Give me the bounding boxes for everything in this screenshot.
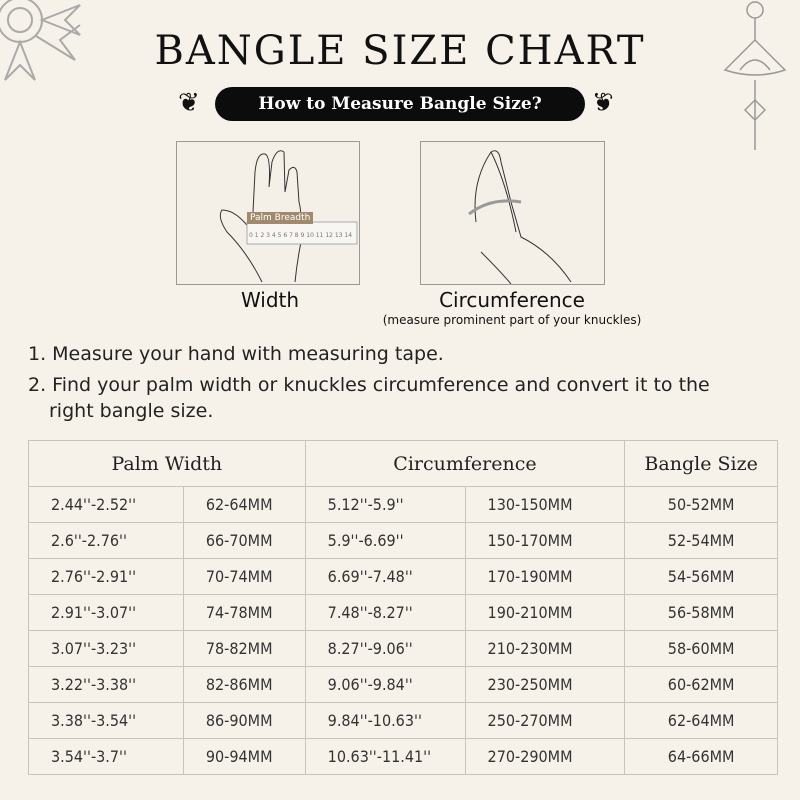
palm-width-mm-cell: 86-90MM [182, 702, 306, 739]
step-2: 2. Find your palm width or knuckles circ… [28, 374, 710, 396]
lotus-moon-decoration-icon [723, 1, 787, 150]
palm-width-inches-cell: 2.91''-3.07'' [28, 594, 184, 631]
table-row: 3.54''-3.7'' 90-94MM 10.63''-11.41'' 270-29… [28, 738, 778, 775]
size-table: Palm Width Circumference Bangle Size 2.4… [28, 440, 778, 775]
circumference-note: (measure prominent part of your knuckles… [382, 313, 642, 327]
step-2-continued: right bangle size. [49, 400, 214, 422]
bangle-size-cell: 62-64MM [624, 702, 778, 739]
circumference-inches-cell: 9.84''-10.63'' [304, 702, 466, 739]
subtitle-banner: How to Measure Bangle Size? [215, 87, 585, 121]
circumference-mm-cell: 150-170MM [464, 522, 626, 559]
circumference-inches-cell: 7.48''-8.27'' [304, 594, 466, 631]
palm-width-inches-cell: 2.6''-2.76'' [28, 522, 184, 559]
bangle-size-cell: 58-60MM [624, 630, 778, 667]
circumference-mm-cell: 230-250MM [464, 666, 626, 703]
circumference-illustration [420, 141, 605, 285]
palm-width-inches-cell: 3.38''-3.54'' [28, 702, 184, 739]
circumference-mm-cell: 130-150MM [464, 486, 626, 523]
table-row: 2.76''-2.91'' 70-74MM 6.69''-7.48'' 170-190… [28, 558, 778, 595]
palm-width-mm-cell: 70-74MM [182, 558, 306, 595]
left-ornament-icon: ❦ [178, 88, 200, 118]
bangle-size-cell: 56-58MM [624, 594, 778, 631]
table-row: 2.91''-3.07'' 74-78MM 7.48''-8.27'' 190-210… [28, 594, 778, 631]
circumference-mm-cell: 170-190MM [464, 558, 626, 595]
right-ornament-icon: ❦ [592, 88, 614, 118]
circumference-inches-cell: 5.12''-5.9'' [304, 486, 466, 523]
bangle-size-cell: 50-52MM [624, 486, 778, 523]
circumference-mm-cell: 210-230MM [464, 630, 626, 667]
circumference-mm-cell: 270-290MM [464, 738, 626, 775]
circumference-inches-cell: 6.69''-7.48'' [304, 558, 466, 595]
table-row: 3.22''-3.38'' 82-86MM 9.06''-9.84'' 230-250… [28, 666, 778, 703]
circumference-inches-cell: 5.9''-6.69'' [304, 522, 466, 559]
step-1: 1. Measure your hand with measuring tape… [28, 343, 444, 365]
palm-width-mm-cell: 78-82MM [182, 630, 306, 667]
circumference-caption: Circumference [439, 288, 585, 312]
palm-width-inches-cell: 2.44''-2.52'' [28, 486, 184, 523]
bangle-size-cell: 52-54MM [624, 522, 778, 559]
palm-width-mm-cell: 62-64MM [182, 486, 306, 523]
bangle-size-cell: 64-66MM [624, 738, 778, 775]
bangle-size-cell: 54-56MM [624, 558, 778, 595]
circumference-mm-cell: 250-270MM [464, 702, 626, 739]
palm-width-mm-cell: 90-94MM [182, 738, 306, 775]
palm-breadth-tag: Palm Breadth [247, 212, 314, 224]
circumference-inches-cell: 8.27''-9.06'' [304, 630, 466, 667]
ruler-scale: 0 1 2 3 4 5 6 7 8 9 10 11 12 13 14 [249, 232, 353, 239]
palm-width-inches-cell: 3.22''-3.38'' [28, 666, 184, 703]
palm-width-mm-cell: 66-70MM [182, 522, 306, 559]
circumference-mm-cell: 190-210MM [464, 594, 626, 631]
circumference-inches-cell: 10.63''-11.41'' [304, 738, 466, 775]
circumference-inches-cell: 9.06''-9.84'' [304, 666, 466, 703]
header-circumference: Circumference [304, 440, 626, 487]
palm-width-mm-cell: 74-78MM [182, 594, 306, 631]
bangle-size-cell: 60-62MM [624, 666, 778, 703]
width-caption: Width [240, 288, 300, 312]
mandala-decoration-icon [0, 0, 81, 81]
table-row: 3.07''-3.23'' 78-82MM 8.27''-9.06'' 210-230… [28, 630, 778, 667]
page-title: BANGLE SIZE CHART [154, 28, 646, 74]
palm-width-inches-cell: 3.54''-3.7'' [28, 738, 184, 775]
header-bangle-size: Bangle Size [624, 440, 778, 487]
palm-width-inches-cell: 3.07''-3.23'' [28, 630, 184, 667]
palm-width-illustration: Palm Breadth 0 1 2 3 4 5 6 7 8 9 10 11 1… [176, 141, 360, 285]
table-row: 3.38''-3.54'' 86-90MM 9.84''-10.63'' 250-27… [28, 702, 778, 739]
header-palm-width: Palm Width [28, 440, 306, 487]
hand-knuckles-icon [468, 150, 572, 285]
palm-width-inches-cell: 2.76''-2.91'' [28, 558, 184, 595]
palm-width-mm-cell: 82-86MM [182, 666, 306, 703]
table-row: 2.44''-2.52'' 62-64MM 5.12''-5.9'' 130-150M… [28, 486, 778, 523]
table-row: 2.6''-2.76'' 66-70MM 5.9''-6.69'' 150-170MM… [28, 522, 778, 559]
